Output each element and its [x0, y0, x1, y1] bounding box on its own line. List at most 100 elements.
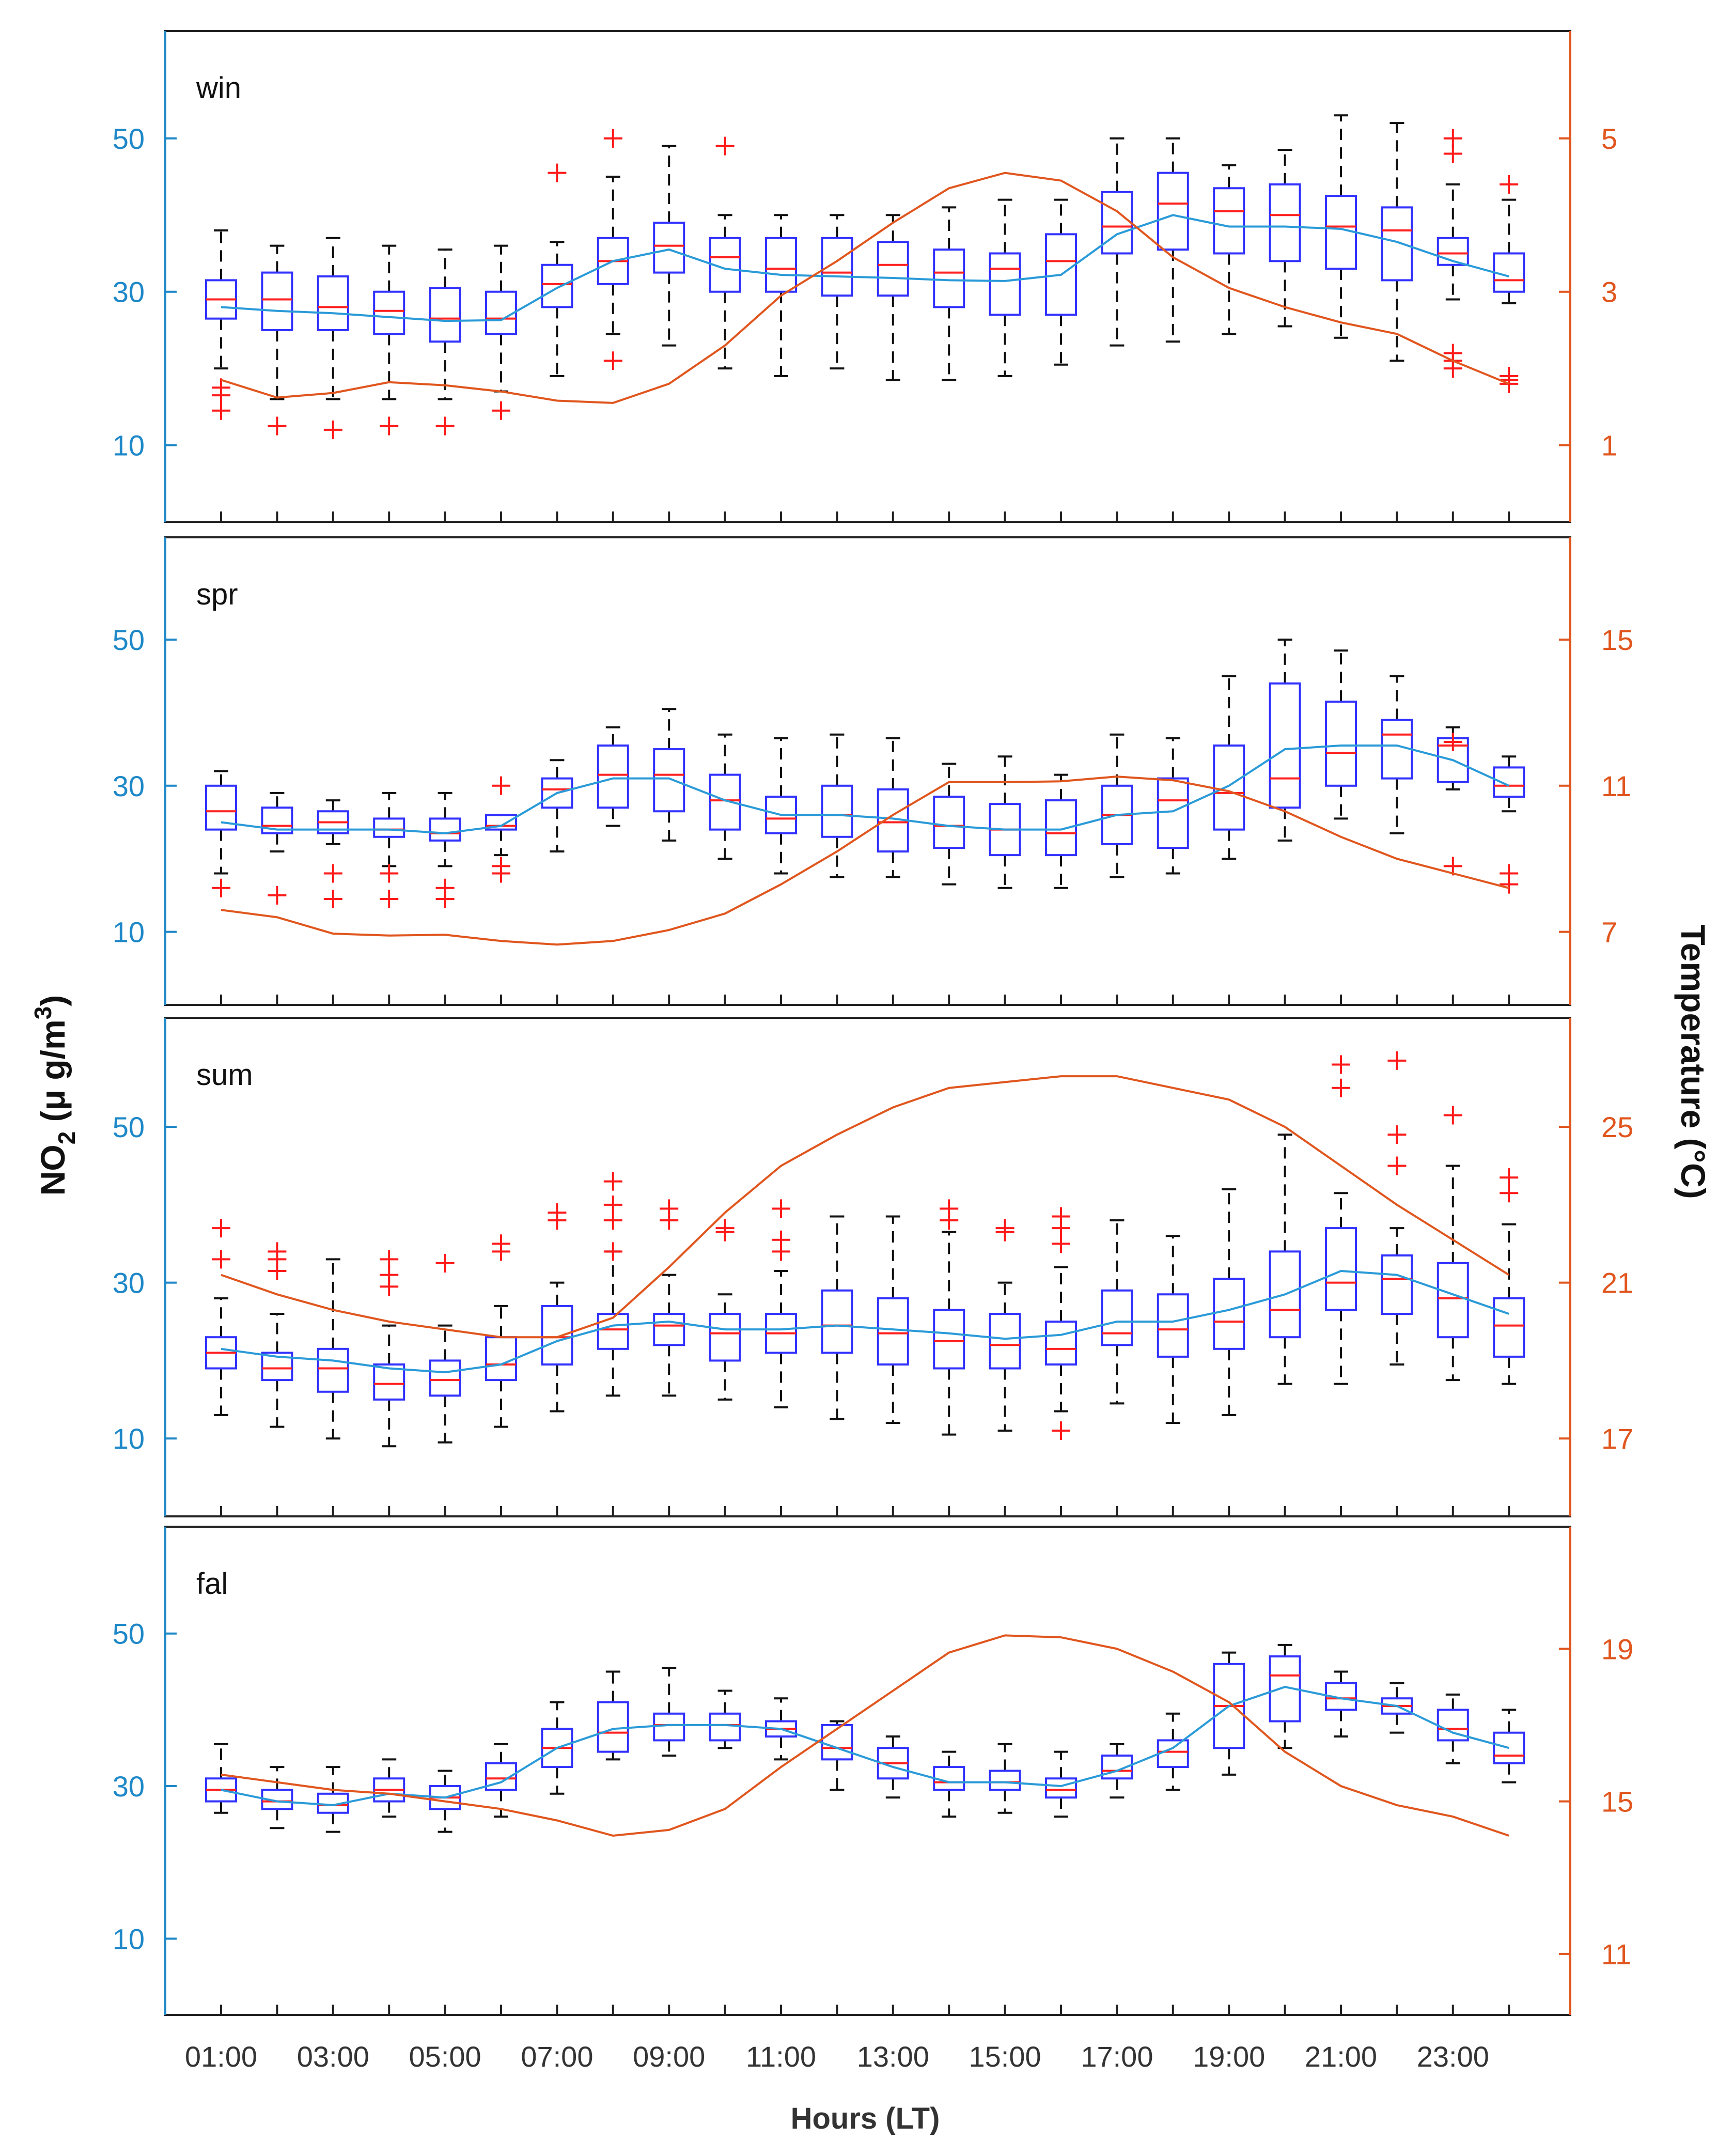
- box-hour-12: [821, 1215, 853, 1420]
- temperature-tick-label: 11: [1601, 1938, 1631, 1971]
- outlier-marker: [212, 1219, 230, 1238]
- outlier-marker: [1332, 1078, 1350, 1097]
- box-iqr: [597, 744, 629, 809]
- box-hour-7: [541, 1701, 573, 1795]
- temperature-tick-label: 21: [1601, 1267, 1633, 1299]
- box-hour-21: [1325, 649, 1357, 820]
- box-hour-4: [373, 792, 405, 908]
- box-hour-15: [989, 198, 1021, 377]
- box-hour-10: [709, 1219, 741, 1401]
- box-hour-5: [429, 1770, 461, 1833]
- no2-mean-line: [221, 744, 1510, 834]
- box-hour-8: [597, 1172, 629, 1397]
- box-hour-23: [1437, 726, 1469, 876]
- box-hour-10: [709, 136, 741, 370]
- no2-tick-label: 10: [113, 429, 145, 462]
- box-hour-19: [1213, 164, 1245, 335]
- no2-tick-label: 50: [113, 122, 145, 155]
- box-hour-6: [485, 776, 517, 883]
- outlier-marker: [492, 1234, 510, 1253]
- panel-sum: sum 10 30 50 17 21 25: [113, 1017, 1633, 1517]
- box-hour-18: [1157, 137, 1189, 343]
- outlier-marker: [603, 1211, 622, 1230]
- box-hour-16: [1045, 1207, 1077, 1440]
- box-hour-4: [373, 1250, 405, 1448]
- box-hour-12: [821, 733, 853, 878]
- box-hour-1: [205, 1219, 237, 1416]
- outlier-marker: [603, 129, 622, 148]
- box-hour-17: [1101, 1743, 1133, 1799]
- box-hour-11: [765, 737, 797, 875]
- box-hour-2: [261, 1242, 293, 1428]
- outlier-marker: [548, 163, 567, 182]
- outlier-marker: [323, 889, 342, 908]
- box-iqr: [1213, 187, 1245, 255]
- box-iqr: [709, 1712, 741, 1742]
- box-hour-4: [373, 1758, 405, 1818]
- outlier-marker: [380, 416, 399, 436]
- box-hour-11: [765, 1199, 797, 1408]
- box-iqr: [429, 817, 461, 842]
- box-iqr: [1045, 233, 1077, 316]
- box-hour-24: [1493, 755, 1525, 894]
- temperature-tick-label: 1: [1601, 429, 1617, 462]
- box-hour-21: [1325, 1055, 1357, 1385]
- box-iqr: [989, 252, 1021, 316]
- no2-axis-label-subscript: 2: [53, 1131, 80, 1145]
- no2-tick-label: 30: [113, 770, 145, 802]
- box-iqr: [1325, 1682, 1357, 1711]
- box-iqr: [261, 1789, 293, 1810]
- box-hour-2: [261, 1766, 293, 1829]
- outlier-marker: [268, 886, 287, 905]
- box-hour-9: [653, 1199, 685, 1397]
- box-iqr: [1493, 1731, 1525, 1764]
- box-hour-18: [1157, 1235, 1189, 1424]
- outlier-marker: [435, 878, 455, 897]
- temperature-tick-label: 7: [1601, 916, 1617, 949]
- box-hour-22: [1381, 675, 1413, 834]
- box-hour-15: [989, 1219, 1021, 1432]
- box-iqr: [1213, 1278, 1245, 1350]
- box-hour-21: [1325, 114, 1357, 339]
- no2-axis-label-close: ): [34, 995, 72, 1006]
- box-iqr: [373, 817, 405, 838]
- no2-axis-label-units: (μ g/m: [34, 1019, 72, 1131]
- box-iqr: [877, 241, 909, 297]
- box-hour-13: [877, 1215, 909, 1424]
- box-iqr: [653, 748, 685, 813]
- panel-label: fal: [196, 1567, 228, 1601]
- box-iqr: [317, 1347, 349, 1393]
- outlier-marker: [1443, 857, 1462, 876]
- box-iqr: [1437, 1262, 1469, 1339]
- box-hour-20: [1269, 638, 1301, 842]
- box-hour-20: [1269, 1134, 1301, 1385]
- box-hour-19: [1213, 675, 1245, 860]
- box-hour-4: [373, 244, 405, 436]
- outlier-marker: [435, 416, 455, 436]
- box-hour-8: [597, 129, 629, 370]
- box-hour-17: [1101, 733, 1133, 878]
- box-iqr: [821, 784, 853, 838]
- no2-tick-label: 30: [113, 1770, 145, 1803]
- box-iqr: [485, 1762, 517, 1791]
- outlier-marker: [1387, 1051, 1407, 1070]
- outlier-marker: [1443, 1106, 1462, 1125]
- box-iqr: [205, 784, 237, 831]
- outlier-marker: [492, 401, 510, 420]
- box-hour-6: [485, 1234, 517, 1428]
- outlier-marker: [715, 136, 735, 156]
- outlier-marker: [1052, 1421, 1070, 1440]
- outlier-marker: [492, 776, 510, 795]
- outlier-marker: [1500, 1168, 1519, 1187]
- box-hour-20: [1269, 1643, 1301, 1749]
- box-iqr: [485, 290, 517, 335]
- outlier-marker: [1500, 366, 1519, 385]
- box-iqr: [765, 237, 797, 293]
- box-hour-22: [1381, 1051, 1413, 1366]
- outlier-marker: [1052, 1207, 1070, 1226]
- temperature-line: [221, 1075, 1510, 1339]
- outlier-marker: [548, 1203, 567, 1222]
- box-hour-14: [933, 1750, 965, 1818]
